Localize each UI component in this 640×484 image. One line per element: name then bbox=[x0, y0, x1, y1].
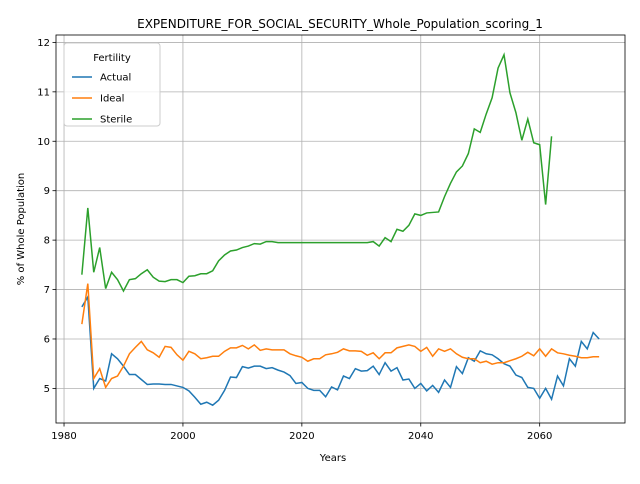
y-tick-label: 6 bbox=[44, 334, 50, 345]
chart-title: EXPENDITURE_FOR_SOCIAL_SECURITY_Whole_Po… bbox=[137, 17, 543, 31]
x-tick-label: 2040 bbox=[408, 431, 433, 442]
y-tick-label: 9 bbox=[44, 186, 50, 197]
legend-label: Ideal bbox=[100, 94, 124, 105]
y-axis-label: % of Whole Population bbox=[16, 173, 27, 286]
legend-title: Fertility bbox=[93, 53, 131, 64]
line-series bbox=[81, 52, 553, 293]
x-tick-label: 2000 bbox=[170, 431, 195, 442]
y-tick-label: 8 bbox=[44, 236, 50, 247]
y-tick-label: 11 bbox=[37, 87, 50, 98]
legend-label: Sterile bbox=[100, 115, 132, 126]
y-tick-label: 12 bbox=[37, 38, 50, 49]
y-tick-label: 7 bbox=[44, 285, 50, 296]
legend-box bbox=[63, 42, 161, 127]
legend-label: Actual bbox=[100, 73, 131, 84]
x-tick-label: 2060 bbox=[527, 431, 552, 442]
plot-frame bbox=[55, 34, 626, 424]
x-tick-label: 1980 bbox=[51, 431, 76, 442]
line-series bbox=[81, 283, 600, 390]
line-series bbox=[81, 294, 600, 407]
x-axis-label: Years bbox=[319, 453, 346, 464]
x-tick-label: 2020 bbox=[289, 431, 314, 442]
y-tick-label: 5 bbox=[44, 384, 50, 395]
y-tick-label: 10 bbox=[37, 137, 50, 148]
